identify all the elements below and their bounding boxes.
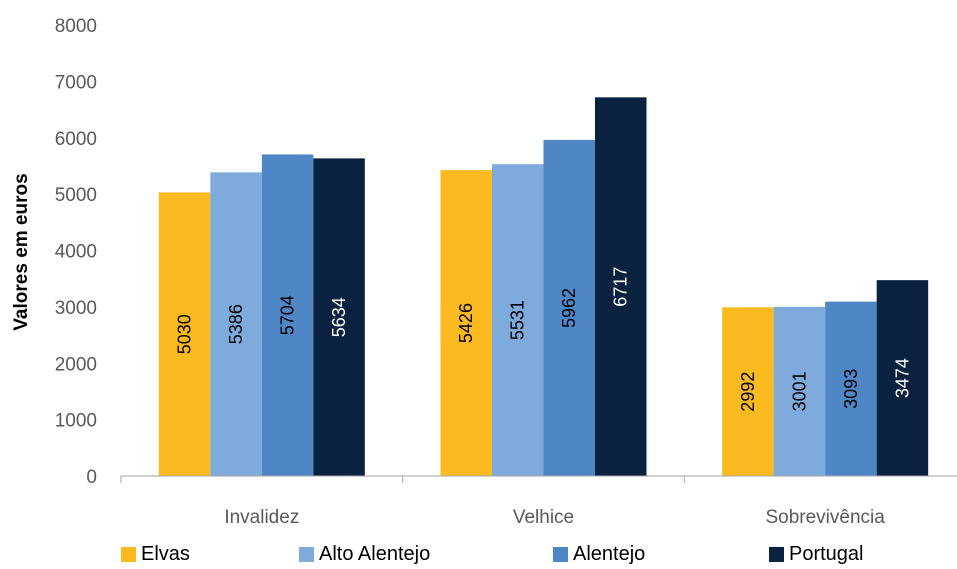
legend-label: Elvas xyxy=(141,543,190,565)
bar-alto-alentejo xyxy=(210,172,262,476)
x-tick-label: Velhice xyxy=(513,507,574,528)
legend-swatch xyxy=(299,547,314,562)
legend-item: Alentejo xyxy=(553,543,645,566)
data-label: 5704 xyxy=(278,295,298,335)
data-label: 5030 xyxy=(175,314,195,354)
x-tick-label: Invalidez xyxy=(224,507,299,528)
y-tick-label: 4000 xyxy=(55,242,97,263)
legend-label: Alentejo xyxy=(573,543,646,565)
y-tick-label: 8000 xyxy=(55,16,97,37)
bar-elvas xyxy=(722,307,774,476)
bar-portugal xyxy=(595,97,647,476)
data-label: 5531 xyxy=(508,300,528,340)
legend-swatch xyxy=(553,547,568,562)
data-label: 2992 xyxy=(738,372,758,412)
legend-item: Elvas xyxy=(121,543,190,566)
bar-elvas xyxy=(440,170,492,476)
data-label: 5962 xyxy=(559,288,579,328)
legend-swatch xyxy=(769,547,784,562)
legend-item: Portugal xyxy=(769,543,864,566)
data-label: 3001 xyxy=(789,371,809,411)
bar-chart: 0 1000 2000 3000 4000 5000 6000 7000 8000 Valore… xyxy=(11,16,957,528)
bar-alentejo xyxy=(825,301,877,476)
x-tick-label: Sobrevivência xyxy=(765,507,885,528)
data-labels: 5030 5426 2992 5386 5531 3001 5704 5962 3093 5634… xyxy=(175,267,913,412)
bar-alentejo xyxy=(261,154,314,476)
legend-item: Alto Alentejo xyxy=(299,543,430,566)
legend-swatch xyxy=(121,547,136,562)
y-tick-label: 0 xyxy=(86,467,97,488)
data-label: 5634 xyxy=(329,297,349,337)
bar-alto-alentejo xyxy=(492,164,544,476)
y-tick-label: 1000 xyxy=(55,411,97,432)
legend: Elvas Alto Alentejo Alentejo Portugal xyxy=(0,540,957,569)
data-label: 3093 xyxy=(841,369,861,409)
y-tick-label: 2000 xyxy=(55,354,97,375)
y-tick-label: 5000 xyxy=(55,185,97,206)
legend-label: Alto Alentejo xyxy=(319,543,431,565)
data-label: 5426 xyxy=(456,303,476,343)
y-axis-ticks: 0 1000 2000 3000 4000 5000 6000 7000 8000 xyxy=(55,16,97,488)
bar-alentejo xyxy=(543,139,595,476)
legend-label: Portugal xyxy=(789,543,864,565)
bars xyxy=(158,97,929,477)
bar-alto-alentejo xyxy=(773,306,826,476)
y-tick-label: 7000 xyxy=(55,72,97,93)
y-tick-label: 3000 xyxy=(55,298,97,319)
x-axis: Invalidez Velhice Sobrevivência xyxy=(120,475,957,528)
data-label: 6717 xyxy=(611,267,631,307)
data-label: 3474 xyxy=(892,358,912,398)
y-tick-label: 6000 xyxy=(55,129,97,150)
bar-portugal xyxy=(876,280,929,476)
bar-portugal xyxy=(313,158,365,477)
y-axis-title: Valores em euros xyxy=(11,173,32,330)
data-label: 5386 xyxy=(226,304,246,344)
bar-elvas xyxy=(158,192,211,476)
